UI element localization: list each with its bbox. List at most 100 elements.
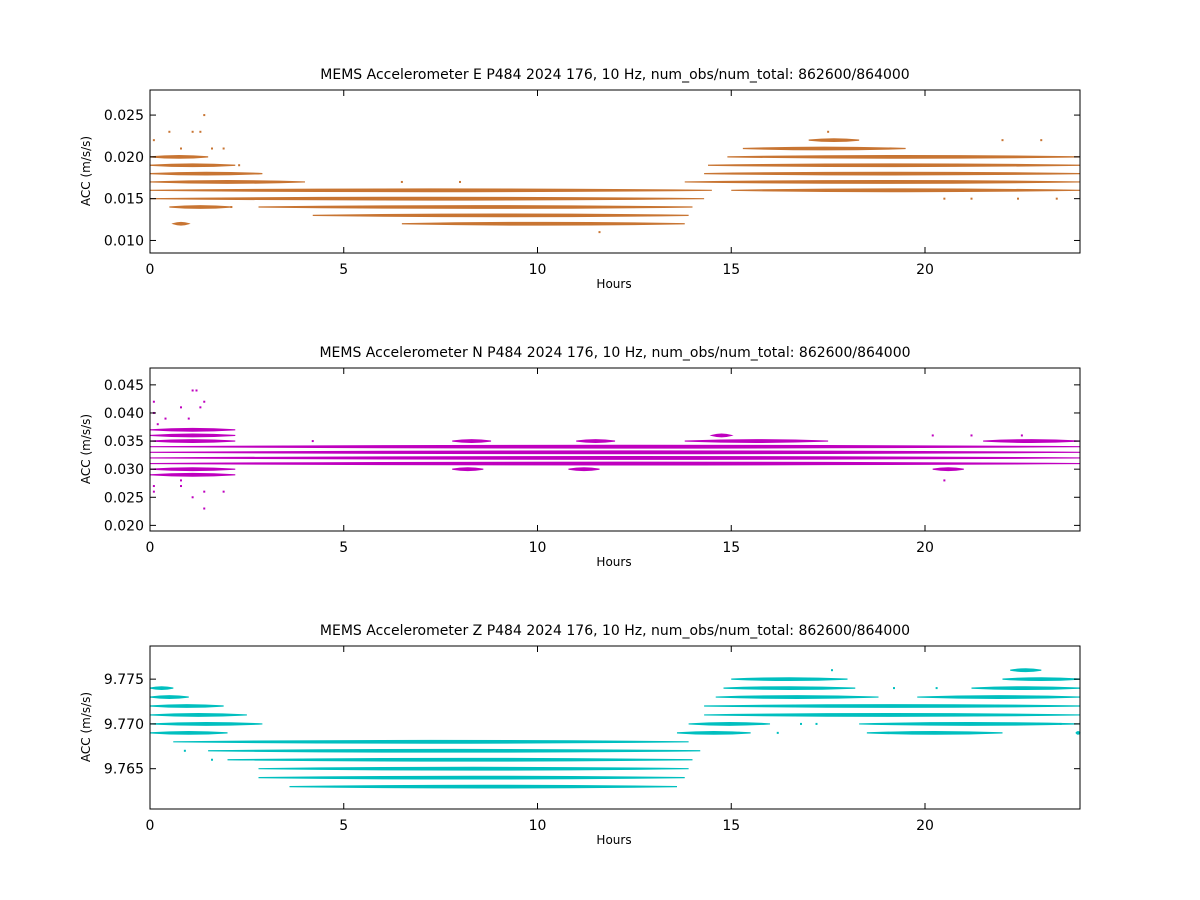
x-tick-label: 15 [722, 540, 740, 556]
x-tick-label: 0 [146, 262, 155, 278]
data-point [1055, 197, 1058, 200]
x-tick-label: 5 [339, 540, 348, 556]
data-band [149, 686, 174, 690]
data-point [827, 130, 830, 133]
data-point [908, 189, 911, 192]
data-band [452, 439, 492, 443]
data-point [152, 490, 155, 493]
data-point [598, 231, 601, 234]
data-band [971, 686, 1081, 690]
data-point [180, 406, 182, 409]
data-point [180, 479, 182, 482]
data-point [203, 490, 206, 493]
chart-title: MEMS Accelerometer N P484 2024 176, 10 H… [319, 345, 910, 361]
data-band [149, 427, 236, 432]
data-band [149, 472, 236, 477]
data-band [704, 704, 1081, 708]
x-axis-label: Hours [596, 833, 631, 847]
data-point [970, 434, 973, 437]
data-band [149, 467, 236, 472]
data-point [203, 114, 206, 117]
data-band [149, 188, 712, 193]
data-point [191, 130, 194, 133]
x-tick-label: 5 [339, 818, 348, 834]
data-band [401, 221, 685, 226]
data-band [568, 467, 600, 472]
data-point [168, 130, 171, 133]
x-tick-label: 20 [916, 262, 934, 278]
data-marks [149, 389, 1081, 510]
data-point [1020, 434, 1023, 437]
data-band [688, 722, 771, 726]
plot-area [149, 645, 1081, 810]
data-band [227, 757, 693, 762]
data-point [199, 406, 202, 409]
data-marks [149, 668, 1081, 789]
data-band [149, 695, 189, 699]
data-band [258, 775, 685, 780]
y-tick-label: 0.010 [104, 233, 144, 249]
data-point [893, 687, 895, 690]
data-band [149, 439, 236, 443]
data-band [452, 467, 484, 472]
data-point [187, 417, 190, 420]
data-band [742, 146, 906, 151]
data-band [149, 196, 705, 201]
data-band [709, 433, 734, 438]
y-tick-label: 0.020 [104, 150, 144, 166]
data-band [866, 730, 1003, 735]
data-band [258, 766, 689, 771]
data-band [149, 713, 247, 717]
x-axis-label: Hours [596, 277, 631, 291]
y-axis-label: ACC (m/s/s) [79, 692, 93, 762]
data-band [149, 461, 1081, 466]
data-band [731, 188, 1081, 193]
y-axis-ticks: 9.765 9.770 9.775 [104, 672, 1080, 778]
x-tick-label: 15 [722, 262, 740, 278]
data-point [152, 400, 155, 403]
data-band [727, 154, 1081, 159]
data-band [917, 695, 1081, 699]
y-axis-ticks: 0.010 0.015 0.020 0.025 [104, 108, 1080, 249]
data-band [576, 439, 616, 443]
data-marks [149, 114, 1081, 234]
y-axis-ticks: 0.020 0.025 0.030 0.035 0.040 0.045 [104, 378, 1080, 534]
data-band [149, 450, 1081, 455]
data-point [180, 147, 182, 150]
data-point [156, 423, 159, 426]
data-band [149, 433, 236, 438]
y-tick-label: 9.770 [104, 717, 144, 733]
x-tick-label: 5 [339, 262, 348, 278]
chart-title: MEMS Accelerometer E P484 2024 176, 10 H… [320, 67, 909, 83]
data-band [258, 205, 693, 209]
data-point [183, 749, 186, 752]
data-band [312, 213, 689, 218]
data-point [738, 731, 740, 734]
y-tick-label: 0.045 [104, 378, 144, 394]
data-band [704, 171, 1081, 176]
data-band [208, 748, 701, 753]
data-band [169, 205, 232, 209]
data-point [203, 400, 206, 403]
data-point [776, 731, 779, 734]
data-point [199, 130, 202, 133]
data-point [555, 189, 558, 192]
data-point [152, 139, 155, 142]
data-point [230, 206, 233, 209]
data-band [1075, 730, 1081, 735]
data-band [983, 439, 1081, 443]
data-point [943, 479, 946, 482]
data-point [1017, 197, 1019, 200]
data-band [715, 695, 879, 699]
data-band [149, 730, 228, 735]
chart-title: MEMS Accelerometer Z P484 2024 176, 10 H… [320, 623, 910, 639]
data-point [211, 758, 213, 761]
data-point [1059, 722, 1062, 725]
x-axis-label: Hours [596, 555, 631, 569]
data-band [704, 713, 1081, 717]
data-band [149, 456, 1081, 460]
x-tick-label: 0 [146, 818, 155, 834]
data-band [149, 444, 1081, 449]
data-band [684, 180, 1081, 184]
